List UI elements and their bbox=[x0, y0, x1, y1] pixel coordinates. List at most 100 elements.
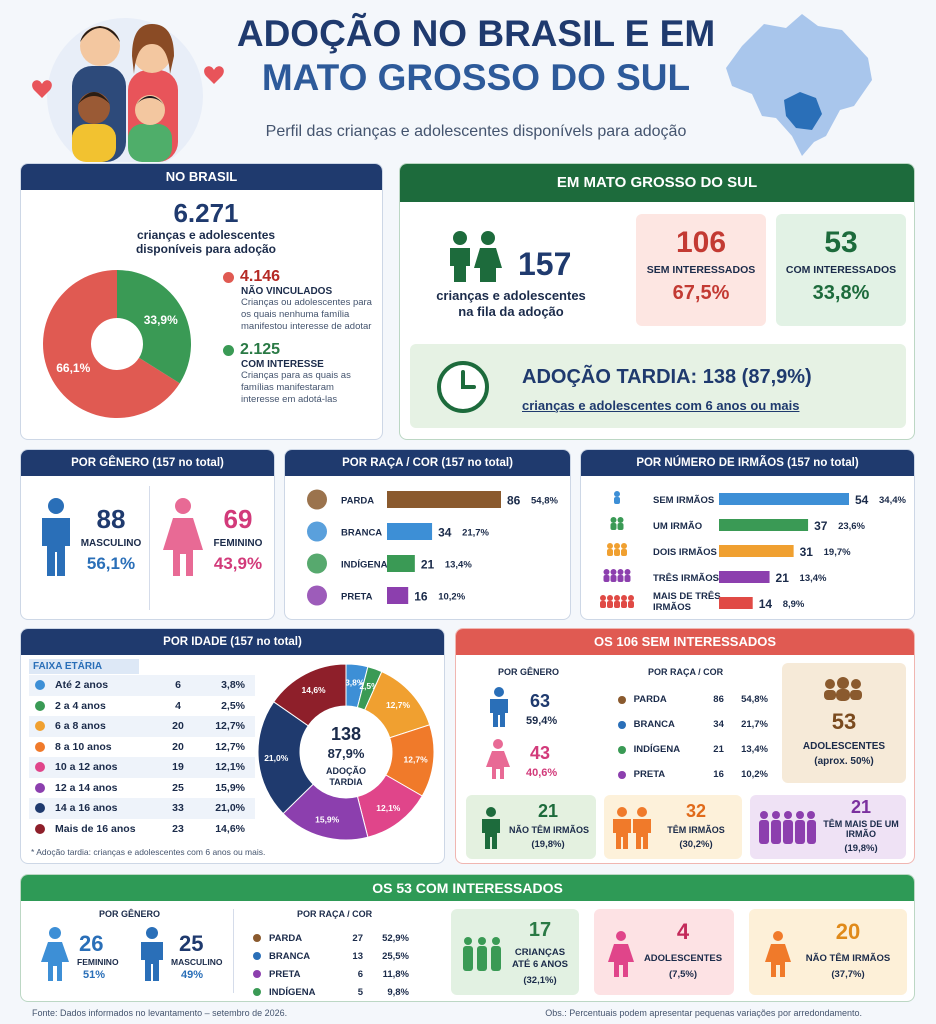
page-title-line1: ADOÇÃO NO BRASIL E EM bbox=[236, 13, 716, 54]
irmaos-bar bbox=[719, 519, 809, 531]
raca-row: INDÍGENA 21 13,4% bbox=[307, 553, 472, 574]
genero-header: POR GÊNERO (157 no total) bbox=[21, 450, 274, 476]
sem-t1-pct: (19,8%) bbox=[531, 839, 565, 850]
people-icon bbox=[600, 595, 634, 608]
three-children-icon bbox=[463, 937, 501, 971]
people-icon bbox=[614, 491, 620, 504]
face-icon bbox=[307, 553, 327, 574]
idade-value: 20 bbox=[172, 720, 184, 733]
sem-female-icon bbox=[486, 739, 510, 779]
idade-note: * Adoção tardia: crianças e adolescentes… bbox=[31, 847, 266, 857]
adolescent-icon bbox=[608, 931, 634, 977]
m-pct: 56,1% bbox=[86, 554, 136, 573]
many-children-icon bbox=[759, 811, 816, 844]
idade-value: 4 bbox=[175, 699, 181, 712]
face-icon bbox=[307, 585, 327, 606]
raca-row: PRETA 16 10,2% bbox=[307, 585, 466, 606]
sem-header: OS 106 SEM INTERESSADOS bbox=[456, 629, 914, 655]
raca-list-pct: 54,8% bbox=[741, 694, 768, 705]
com-pct: 33,8% bbox=[812, 282, 870, 304]
irmaos-label: UM IRMÃO bbox=[653, 521, 702, 532]
raca-list-pct: 52,9% bbox=[382, 932, 409, 944]
ms-total-desc: crianças e adolescentes na fila da adoçã… bbox=[436, 288, 586, 319]
sem-adol-tile: 53 ADOLESCENTES (aprox. 50%) bbox=[782, 663, 906, 783]
nv-value: 4.146 bbox=[240, 268, 281, 285]
raca-bar bbox=[387, 555, 415, 572]
sem-card: OS 106 SEM INTERESSADOS POR GÊNERO 63 59… bbox=[455, 628, 915, 864]
sem-t3-label: TÊM MAIS DE UM IRMÃO bbox=[823, 819, 899, 839]
raca-list-row: PARDA 86 54,8% bbox=[618, 687, 768, 712]
sem-t2-value: 32 bbox=[685, 801, 707, 821]
idade-center-text: 138 bbox=[331, 724, 361, 744]
nv-dot-icon bbox=[223, 271, 234, 283]
raca-list-label: PARDA bbox=[269, 932, 303, 944]
com-t3-value: 20 bbox=[835, 919, 861, 944]
sem-raca-list: PARDA 86 54,8% BRANCA 34 21,7% INDÍGENA 21 13,4%… bbox=[618, 687, 768, 787]
idade-dot-icon bbox=[35, 700, 45, 711]
brasil-legend: 4.146 NÃO VINCULADOS Crianças ou adolesc… bbox=[223, 268, 373, 406]
raca-dot-icon bbox=[253, 934, 261, 942]
sem-interessados-tile: 106 SEM INTERESSADOS 67,5% bbox=[636, 214, 766, 326]
children-icon bbox=[450, 231, 502, 282]
two-children-icon bbox=[613, 807, 651, 849]
family-illustration bbox=[20, 6, 230, 174]
brazil-map-icon bbox=[722, 6, 882, 162]
raca-bar bbox=[387, 523, 433, 540]
raca-dot-icon bbox=[618, 720, 626, 729]
raca-list-row: BRANCA 13 25,5% bbox=[253, 947, 433, 965]
idade-row: Até 2 anos 6 3,8% bbox=[29, 675, 255, 696]
idade-row: 10 a 12 anos 19 12,1% bbox=[29, 757, 255, 778]
idade-label: 8 a 10 anos bbox=[55, 740, 112, 753]
raca-dot-icon bbox=[618, 770, 626, 779]
sem-f-value: 43 bbox=[530, 743, 551, 763]
tardia-line: ADOÇÃO TARDIA: 138 (87,9%) bbox=[522, 366, 812, 389]
idade-pct: 15,9% bbox=[215, 781, 245, 794]
raca-list-label: BRANCA bbox=[269, 950, 311, 962]
idade-dot-icon bbox=[35, 782, 45, 793]
raca-bar bbox=[387, 491, 501, 508]
raca-list-value: 21 bbox=[713, 744, 724, 755]
raca-pct: 54,8% bbox=[531, 496, 558, 507]
tardia-title: ADOÇÃO TARDIA: bbox=[522, 366, 698, 388]
raca-value: 21 bbox=[421, 558, 435, 572]
idade-header: POR IDADE (157 no total) bbox=[21, 629, 444, 655]
sem-t1-tile: 21 NÃO TÊM IRMÃOS (19,8%) bbox=[466, 795, 596, 859]
brasil-donut: 66,1% 33,9% bbox=[42, 270, 191, 418]
sem-t1-label: NÃO TÊM IRMÃOS bbox=[509, 825, 589, 835]
sem-t3-pct: (19,8%) bbox=[844, 843, 878, 854]
irmaos-pct: 8,9% bbox=[783, 599, 805, 610]
brasil-slice-1 bbox=[117, 270, 191, 384]
com-t3-tile: 20 NÃO TÊM IRMÃOS (37,7%) bbox=[749, 909, 907, 995]
idade-label: 2 a 4 anos bbox=[55, 699, 106, 712]
com-t1-tile: 17 CRIANÇAS ATÉ 6 ANOS (32,1%) bbox=[451, 909, 579, 995]
irmaos-pct: 13,4% bbox=[800, 573, 827, 584]
raca-row: PARDA 86 54,8% bbox=[307, 489, 558, 510]
idade-row: 8 a 10 anos 20 12,7% bbox=[29, 737, 255, 758]
idade-label: 10 a 12 anos bbox=[55, 761, 118, 774]
idade-row: 2 a 4 anos 4 2,5% bbox=[29, 696, 255, 717]
page-title: ADOÇÃO NO BRASIL E EM MATO GROSSO DO SUL bbox=[236, 12, 716, 100]
com-t1-pct: (32,1%) bbox=[523, 975, 557, 986]
raca-list-value: 34 bbox=[713, 719, 724, 730]
raca-list-pct: 10,2% bbox=[741, 769, 768, 780]
raca-pct: 10,2% bbox=[438, 592, 465, 603]
clock-icon bbox=[437, 361, 489, 413]
idade-pct: 2,5% bbox=[221, 699, 245, 712]
raca-chart: PARDA 86 54,8% BRANCA 34 21,7% INDÍGENA 21 13,4%… bbox=[307, 489, 558, 606]
sem-raca-label: POR RAÇA / COR bbox=[648, 667, 724, 677]
raca-dot-icon bbox=[253, 988, 261, 996]
raca-list-value: 13 bbox=[352, 950, 363, 962]
idade-center-text: TARDIA bbox=[329, 777, 363, 787]
raca-pct: 21,7% bbox=[462, 528, 489, 539]
idade-row: 6 a 8 anos 20 12,7% bbox=[29, 716, 255, 737]
irmaos-value: 31 bbox=[800, 545, 814, 559]
irmaos-value: 14 bbox=[759, 597, 773, 611]
raca-list-label: PARDA bbox=[633, 694, 667, 705]
f-label: FEMININO bbox=[213, 538, 263, 549]
idade-dot-icon bbox=[35, 803, 45, 814]
com-raca-label: POR RAÇA / COR bbox=[297, 909, 373, 919]
idade-label: 6 a 8 anos bbox=[55, 720, 106, 733]
idade-slice-label: 12,1% bbox=[376, 803, 401, 813]
raca-list-value: 6 bbox=[357, 968, 363, 980]
genero-card: POR GÊNERO (157 no total) 88 MASCULINO 5… bbox=[20, 449, 275, 620]
